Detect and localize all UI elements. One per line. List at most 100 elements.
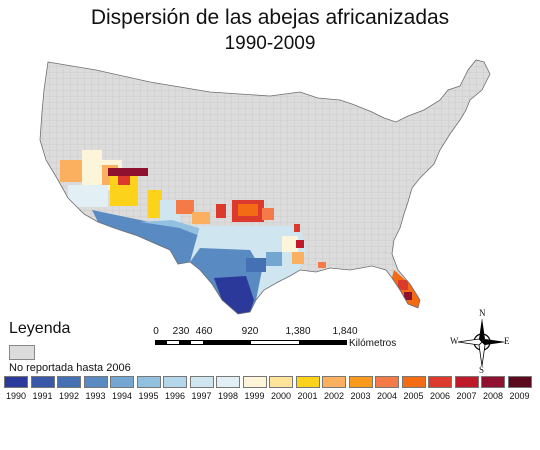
region-texas-1999: [282, 236, 298, 252]
scale-tick-920: 920: [241, 326, 259, 337]
legend-item-1991: 1991: [30, 376, 55, 401]
legend-swatch-1994: [110, 376, 134, 388]
legend-swatch-2009: [507, 376, 532, 388]
region-2008: [108, 168, 148, 176]
legend-item-1993: 1993: [83, 376, 108, 401]
legend-item-1997: 1997: [189, 376, 214, 401]
legend-swatch-2003: [348, 376, 373, 388]
scale-labels: 0 230 460 920 1,380 1,840 Kilómetros: [152, 326, 412, 350]
region-florida-2008: [404, 292, 412, 300]
legend-year-label: 2001: [297, 391, 318, 401]
region-2005: [238, 204, 258, 216]
scale-tick-1840: 1,840: [332, 326, 358, 337]
legend-swatch-2002: [322, 376, 346, 388]
legend-swatch-2001: [295, 376, 320, 388]
scale-tick-230: 230: [172, 326, 190, 337]
legend-swatch-1997: [189, 376, 214, 388]
legend-year-label: 1995: [138, 391, 159, 401]
scale-tick-460: 460: [195, 326, 213, 337]
legend-year-label: 2000: [270, 391, 292, 401]
legend-year-scale: 1990 1991 1992 1993 1994 1995 1996 1997 1998 1999…: [4, 376, 536, 412]
legend-item-2005: 2005: [401, 376, 426, 401]
legend-year-label: 2003: [350, 391, 371, 401]
compass-north: N: [479, 308, 486, 318]
legend-year-label: 2009: [509, 391, 530, 401]
region-1998: [68, 185, 108, 207]
compass-east: E: [504, 336, 510, 346]
legend-item-2008: 2008: [481, 376, 505, 401]
legend-item-2002: 2002: [322, 376, 346, 401]
legend-year-label: 2006: [429, 391, 451, 401]
map-subtitle: 1990-2009: [224, 33, 316, 54]
legend-label-not-reported: No reportada hasta 2006: [9, 362, 131, 374]
spread-regions: [60, 150, 420, 314]
legend-swatch-not-reported: [9, 345, 35, 360]
region-2006: [118, 175, 130, 185]
region-2004: [176, 200, 194, 214]
legend-item-2000: 2000: [269, 376, 293, 401]
legend-year-label: 1999: [244, 391, 265, 401]
legend-swatch-1995: [136, 376, 161, 388]
scale-tick-1380: 1,380: [285, 326, 311, 337]
legend-item-1996: 1996: [163, 376, 187, 401]
legend-swatch-1992: [57, 376, 81, 388]
legend-item-1992: 1992: [57, 376, 81, 401]
region-2006b: [216, 204, 226, 218]
region-2004b: [262, 208, 274, 220]
legend-item-1994: 1994: [110, 376, 134, 401]
scale-bar: [155, 340, 347, 345]
legend-swatch-2008: [481, 376, 505, 388]
region-texas-1994: [266, 252, 282, 266]
legend-year-label: 1993: [85, 391, 106, 401]
compass-rose: N S E W: [450, 308, 512, 375]
legend-item-1990: 1990: [4, 376, 28, 401]
legend-swatch-1996: [163, 376, 187, 388]
region-2002b: [192, 212, 210, 224]
legend-year-label: 1996: [164, 391, 186, 401]
legend-year-label: 1994: [111, 391, 133, 401]
legend-swatch-2007: [454, 376, 479, 388]
region-1999: [82, 150, 102, 190]
legend-year-label: 1997: [191, 391, 212, 401]
legend-swatch-1999: [242, 376, 267, 388]
legend-year-label: 2008: [482, 391, 504, 401]
map-title: Dispersión de las abejas africanizadas: [90, 6, 450, 29]
legend-item-2006: 2006: [428, 376, 452, 401]
legend-swatch-2005: [401, 376, 426, 388]
region-1993: [92, 210, 200, 264]
region-2007: [296, 240, 304, 248]
legend-item-2009: 2009: [507, 376, 532, 401]
region-florida-2006: [398, 280, 408, 290]
region-1998-2002: [60, 160, 82, 182]
legend-item-1999: 1999: [242, 376, 267, 401]
legend-year-label: 1990: [5, 391, 27, 401]
compass-west: W: [450, 336, 459, 346]
legend-item-1995: 1995: [136, 376, 161, 401]
scale-unit-label: Kilómetros: [349, 338, 397, 349]
legend-item-1998: 1998: [216, 376, 240, 401]
region-texas-1992: [246, 258, 266, 272]
region-2002c: [292, 252, 304, 264]
region-2006d: [294, 224, 300, 232]
legend-year-label: 2007: [456, 391, 477, 401]
compass-icon: [457, 318, 506, 367]
legend-year-label: 2004: [376, 391, 398, 401]
legend-year-label: 2002: [323, 391, 345, 401]
region-1997: [160, 200, 180, 224]
region-texas-1990: [214, 276, 254, 314]
legend-year-label: 2005: [403, 391, 424, 401]
legend-year-label: 1992: [58, 391, 80, 401]
legend-swatch-2006: [428, 376, 452, 388]
legend-swatch-1990: [4, 376, 28, 388]
region-1995: [140, 220, 205, 236]
legend-item-2003: 2003: [348, 376, 373, 401]
scale-tick-0: 0: [153, 326, 159, 337]
legend-item-2004: 2004: [375, 376, 399, 401]
legend-item-2001: 2001: [295, 376, 320, 401]
legend-swatch-1991: [30, 376, 55, 388]
legend-swatch-2004: [375, 376, 399, 388]
legend-year-label: 1998: [217, 391, 239, 401]
legend-swatch-1998: [216, 376, 240, 388]
legend-heading: Leyenda: [9, 320, 71, 337]
